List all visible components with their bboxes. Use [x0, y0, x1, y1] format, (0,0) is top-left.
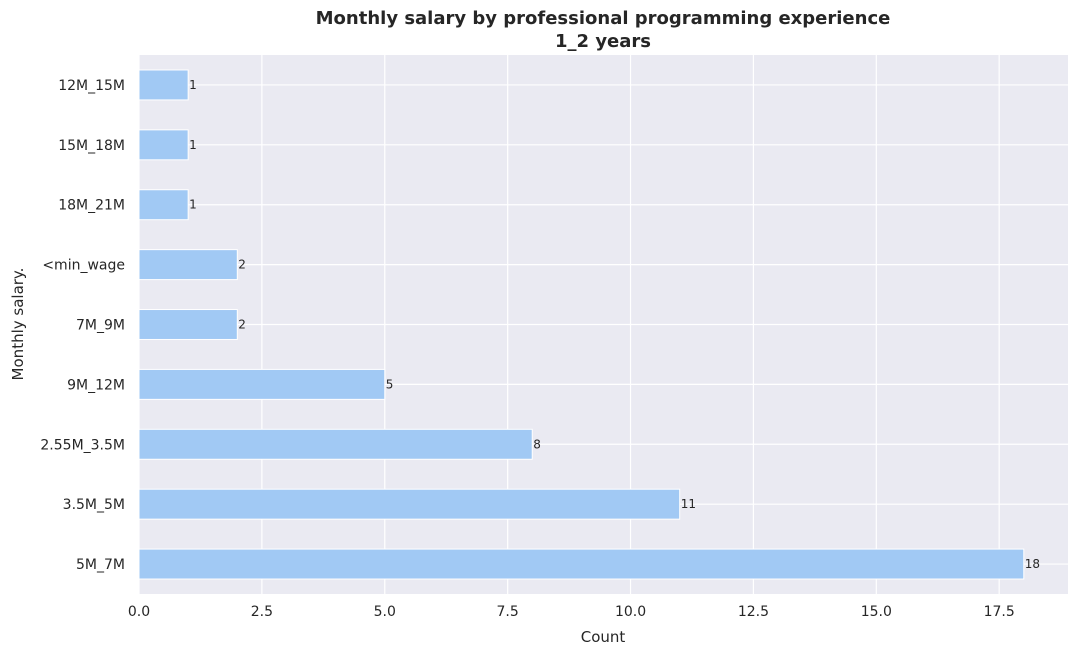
x-tick-label: 12.5 [738, 604, 769, 620]
x-tick-label: 17.5 [984, 604, 1015, 620]
y-tick-label: 2.55M_3.5M [40, 437, 125, 453]
y-tick-label: 7M_9M [76, 318, 125, 334]
y-axis-ticks: 12M_15M 15M_18M 18M_21M <min_wage 7M_9M 9M_12… [40, 78, 125, 573]
x-tick-label: 7.5 [497, 604, 519, 620]
bar-value-label: 5 [386, 377, 394, 391]
bar [138, 249, 238, 281]
bar-value-label: 1 [189, 138, 197, 152]
x-tick-label: 0.0 [128, 604, 150, 620]
y-tick-label: 12M_15M [58, 78, 125, 94]
x-tick-label: 15.0 [861, 604, 892, 620]
y-axis-label: Monthly salary. [9, 268, 27, 381]
bar-value-label: 2 [238, 258, 246, 272]
bar [138, 309, 238, 340]
bar-value-label: 18 [1025, 557, 1040, 571]
y-tick-label: 9M_12M [67, 377, 125, 393]
bar [138, 548, 1025, 580]
bar [138, 129, 189, 161]
grid [138, 55, 1068, 594]
bar-value-label: 11 [681, 497, 696, 511]
chart-subtitle: 1_2 years [555, 31, 651, 52]
bar [138, 368, 386, 400]
y-tick-label: <min_wage [42, 258, 125, 274]
x-tick-label: 2.5 [251, 604, 273, 620]
x-axis-label: Count [581, 628, 626, 646]
bar-value-label: 2 [238, 318, 246, 332]
y-tick-label: 15M_18M [58, 138, 125, 154]
y-tick-label: 3.5M_5M [63, 497, 125, 513]
bar [138, 428, 533, 460]
bar-value-label: 1 [189, 198, 197, 212]
x-tick-label: 10.0 [615, 604, 646, 620]
bar-value-label: 8 [533, 437, 541, 451]
y-tick-label: 18M_21M [58, 198, 125, 214]
bar [138, 189, 189, 221]
y-tick-label: 5M_7M [76, 557, 125, 573]
x-tick-label: 5.0 [374, 604, 396, 620]
bar-value-label: 1 [189, 78, 197, 92]
bar [138, 488, 681, 520]
chart-title: Monthly salary by professional programmi… [316, 8, 891, 29]
bar [138, 69, 189, 101]
bars [138, 69, 1025, 580]
x-axis-ticks: 0.0 2.5 5.0 7.5 10.0 12.5 15.0 17.5 [128, 604, 1015, 620]
